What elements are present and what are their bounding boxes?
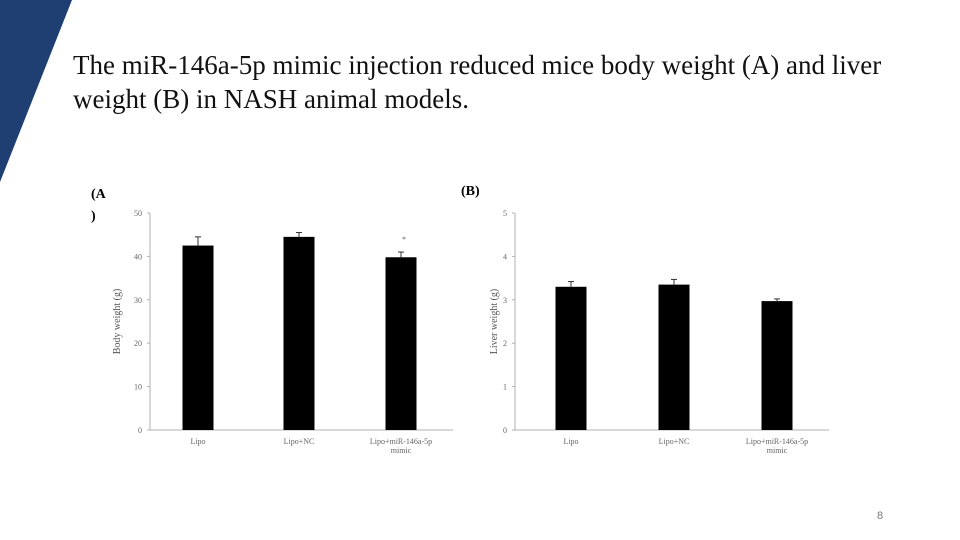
body-significance-marker: * (402, 235, 406, 244)
body-y-tick-label: 40 (134, 252, 142, 261)
liver-x-tick-label: Lipo+miR-146a-5p mimic (746, 437, 808, 455)
liver-y-tick-label: 4 (503, 252, 507, 261)
panel-b-label: (B) (461, 184, 480, 199)
liver-bar (761, 301, 793, 430)
panel-a-label: (A) (91, 187, 106, 224)
body-y-tick-label: 30 (134, 296, 142, 305)
body-y-tick-label: 10 (134, 383, 142, 392)
liver-x-tick-label: Lipo (563, 437, 578, 446)
liver-weight-chart: 0 1 2 3 4 5 Liver weight (g) Lipo Lipo+NC Lipo+mi… (489, 209, 829, 455)
liver-y-tick-label: 3 (503, 296, 507, 305)
liver-bar (555, 286, 587, 430)
corner-accent-polygon (0, 0, 72, 182)
liver-y-tick-label: 2 (503, 339, 507, 348)
liver-bar (658, 284, 690, 430)
body-x-tick-label: Lipo+miR-146a-5p mimic (370, 437, 432, 455)
body-bar (385, 257, 417, 430)
liver-y-tick-label: 1 (503, 383, 507, 392)
body-y-axis-title: Body weight (g) (112, 289, 123, 355)
body-weight-chart: 0 10 20 30 40 50 Body weight (g) Lipo Lipo+NC Lip… (112, 209, 453, 455)
body-y-tick-label: 0 (138, 426, 142, 435)
slide-title: The miR-146a-5p mimic injection reduced … (73, 50, 882, 114)
body-bar (283, 236, 315, 430)
page-number: 8 (877, 510, 884, 522)
body-x-tick-label: Lipo+NC (284, 437, 315, 446)
body-x-tick-label: Lipo (190, 437, 205, 446)
body-y-tick-label: 20 (134, 339, 142, 348)
liver-y-axis-title: Liver weight (g) (489, 289, 500, 355)
body-bar (182, 245, 214, 430)
liver-y-tick-label: 0 (503, 426, 507, 435)
liver-y-tick-label: 5 (503, 209, 507, 218)
liver-x-tick-label: Lipo+NC (659, 437, 690, 446)
body-y-tick-label: 50 (134, 209, 142, 218)
corner-accent-shape (0, 0, 72, 182)
